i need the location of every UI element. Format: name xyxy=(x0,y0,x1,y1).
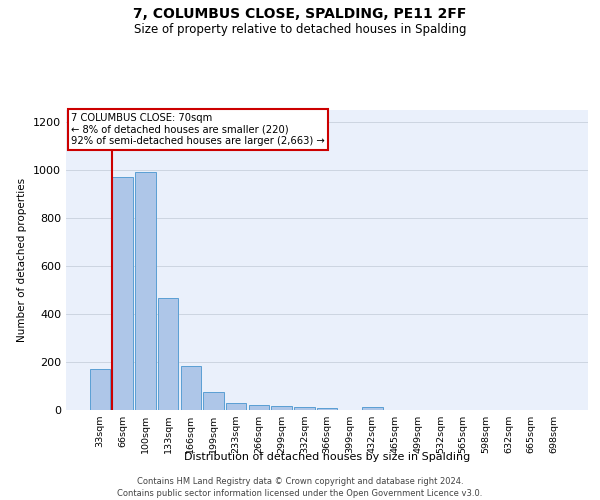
Text: Size of property relative to detached houses in Spalding: Size of property relative to detached ho… xyxy=(134,22,466,36)
Bar xyxy=(362,407,383,410)
Bar xyxy=(158,298,178,410)
Y-axis label: Number of detached properties: Number of detached properties xyxy=(17,178,28,342)
Bar xyxy=(294,407,314,410)
Bar xyxy=(271,406,292,410)
Text: 7 COLUMBUS CLOSE: 70sqm
← 8% of detached houses are smaller (220)
92% of semi-de: 7 COLUMBUS CLOSE: 70sqm ← 8% of detached… xyxy=(71,113,325,146)
Text: Contains HM Land Registry data © Crown copyright and database right 2024.: Contains HM Land Registry data © Crown c… xyxy=(137,478,463,486)
Bar xyxy=(181,366,201,410)
Text: Contains public sector information licensed under the Open Government Licence v3: Contains public sector information licen… xyxy=(118,489,482,498)
Text: Distribution of detached houses by size in Spalding: Distribution of detached houses by size … xyxy=(184,452,470,462)
Bar xyxy=(226,404,247,410)
Bar xyxy=(112,177,133,410)
Bar xyxy=(203,392,224,410)
Bar xyxy=(135,172,155,410)
Bar xyxy=(317,408,337,410)
Text: 7, COLUMBUS CLOSE, SPALDING, PE11 2FF: 7, COLUMBUS CLOSE, SPALDING, PE11 2FF xyxy=(133,8,467,22)
Bar xyxy=(90,369,110,410)
Bar xyxy=(248,404,269,410)
